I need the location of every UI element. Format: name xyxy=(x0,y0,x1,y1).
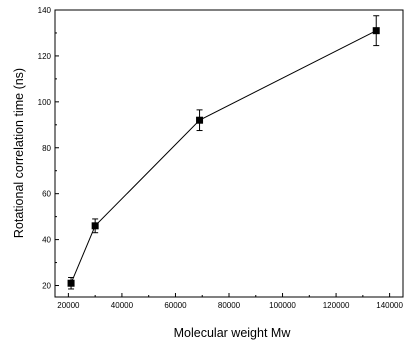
x-axis-title: Molecular weight Mw xyxy=(174,326,292,340)
x-tick-label: 140000 xyxy=(376,301,403,310)
x-tick-label: 120000 xyxy=(323,301,350,310)
data-point xyxy=(91,222,99,230)
x-tick-label: 20000 xyxy=(57,301,80,310)
x-tick-label: 40000 xyxy=(111,301,134,310)
plot-area-frame xyxy=(54,9,404,298)
x-tick-label: 80000 xyxy=(218,301,241,310)
x-ticks: 20000 40000 60000 80000 100000 120000 140000 xyxy=(57,293,404,310)
y-ticks: 20 40 60 80 100 120 140 xyxy=(38,6,59,291)
x-tick-label: 100000 xyxy=(269,301,296,310)
y-tick-label: 140 xyxy=(38,6,52,15)
y-tick-label: 40 xyxy=(42,236,51,245)
y-tick-label: 120 xyxy=(38,52,52,61)
data-point xyxy=(196,116,204,124)
y-tick-label: 80 xyxy=(42,144,51,153)
y-tick-label: 20 xyxy=(42,282,51,291)
series-marks xyxy=(67,15,380,290)
series-line xyxy=(70,30,377,284)
y-tick-label: 60 xyxy=(42,190,51,199)
data-point xyxy=(372,27,380,35)
x-tick-label: 60000 xyxy=(164,301,187,310)
y-axis-title: Rotational correlation time (ns) xyxy=(12,68,26,238)
y-tick-label: 100 xyxy=(38,98,52,107)
data-point xyxy=(67,279,75,287)
